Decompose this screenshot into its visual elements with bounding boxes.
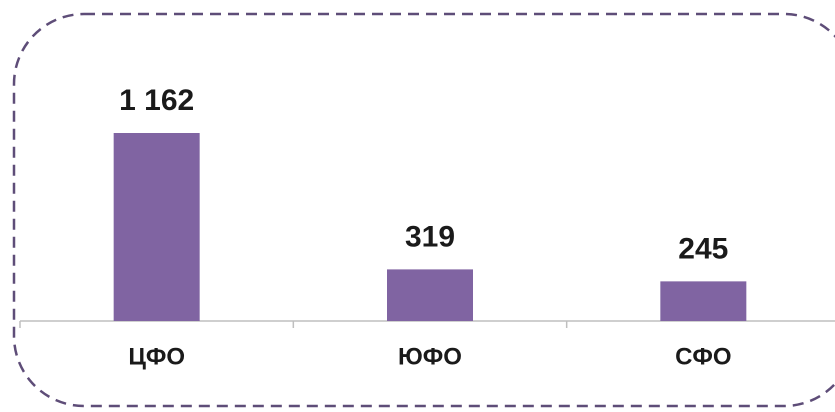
value-label: 319 — [405, 220, 455, 253]
bar — [660, 281, 747, 321]
value-label: 1 162 — [119, 84, 194, 117]
value-label: 245 — [678, 232, 728, 265]
x-tick-label: ЦФО — [128, 343, 185, 370]
x-tick-label: ЮФО — [398, 343, 462, 370]
bar — [113, 133, 200, 321]
x-tick-label: СФО — [675, 343, 731, 370]
dashed-frame — [12, 12, 835, 408]
bar — [387, 269, 473, 321]
